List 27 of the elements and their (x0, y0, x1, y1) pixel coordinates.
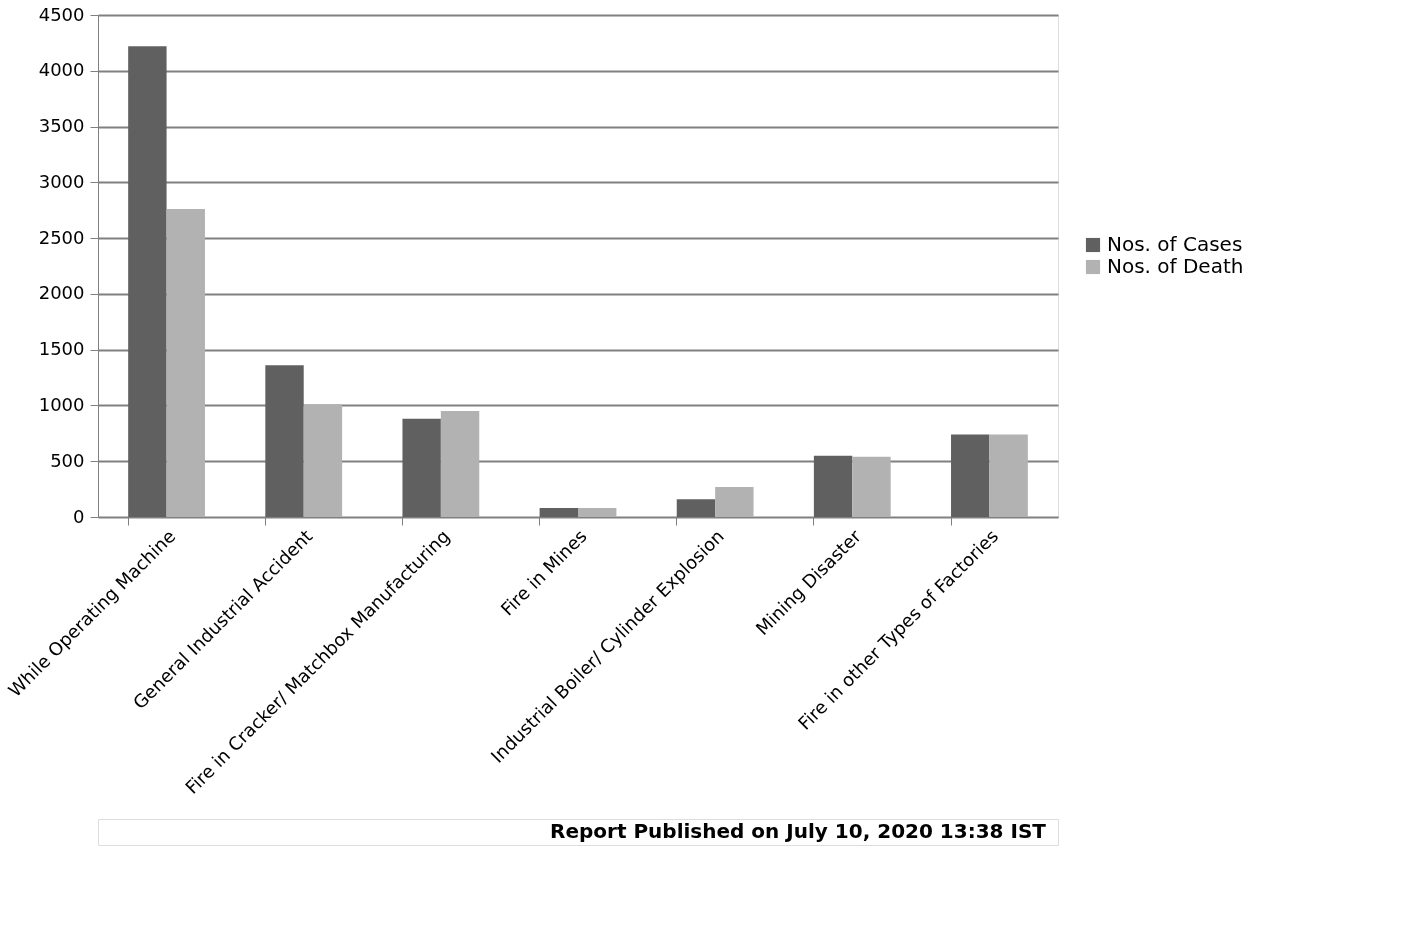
y-tick-label: 2500 (38, 226, 85, 248)
legend-label: Nos. of Cases (1107, 232, 1243, 256)
bar (440, 411, 480, 517)
bar (852, 456, 891, 517)
y-tick-label: 0 (73, 505, 85, 527)
y-tick-label: 4500 (38, 3, 85, 25)
text: Report Published on July 10, 2020 13:38 IST (550, 819, 1047, 843)
bar (539, 508, 578, 517)
bar (715, 486, 754, 517)
bar (989, 434, 1028, 517)
y-tick-label: 1000 (38, 393, 85, 415)
bar (402, 418, 441, 517)
bar (676, 499, 716, 517)
bar (813, 455, 853, 517)
y-tick-label: 1500 (38, 338, 85, 360)
y-tick-label: 3000 (38, 170, 85, 192)
y-tick-label: 4000 (38, 59, 85, 81)
bar (265, 365, 304, 517)
y-tick-label: 500 (50, 449, 85, 471)
bar (128, 46, 167, 517)
bar (166, 209, 205, 517)
y-tick-label: 3500 (38, 115, 85, 137)
legend-label: Nos. of Death (1107, 254, 1244, 278)
bar (578, 508, 617, 517)
bar (303, 404, 343, 517)
y-tick-label: 2000 (38, 282, 85, 304)
bar (951, 434, 990, 517)
